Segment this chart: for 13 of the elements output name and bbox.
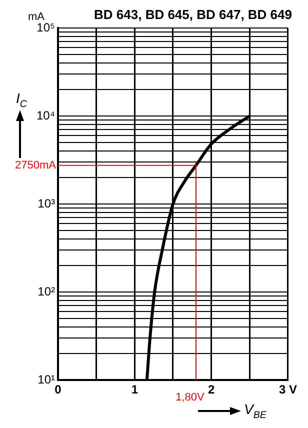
y-tick-label: 10² bbox=[38, 284, 56, 298]
ref-line-label: 1,80V bbox=[176, 392, 206, 404]
y-tick-label: 10⁵ bbox=[36, 20, 56, 34]
ref-line-label: 2750mA bbox=[15, 159, 57, 172]
x-tick-label: 2 bbox=[208, 382, 215, 397]
x-tick-label: 3 V bbox=[278, 382, 297, 397]
chart-title: BD 643, BD 645, BD 647, BD 649 bbox=[94, 7, 292, 22]
x-tick-label: 0 bbox=[54, 382, 62, 397]
x-tick-label: 1 bbox=[131, 382, 138, 397]
y-tick-label: 10¹ bbox=[38, 372, 56, 386]
y-tick-label: 10³ bbox=[38, 196, 56, 210]
y-tick-label: 10⁴ bbox=[36, 108, 55, 122]
text: mA bbox=[28, 11, 46, 23]
